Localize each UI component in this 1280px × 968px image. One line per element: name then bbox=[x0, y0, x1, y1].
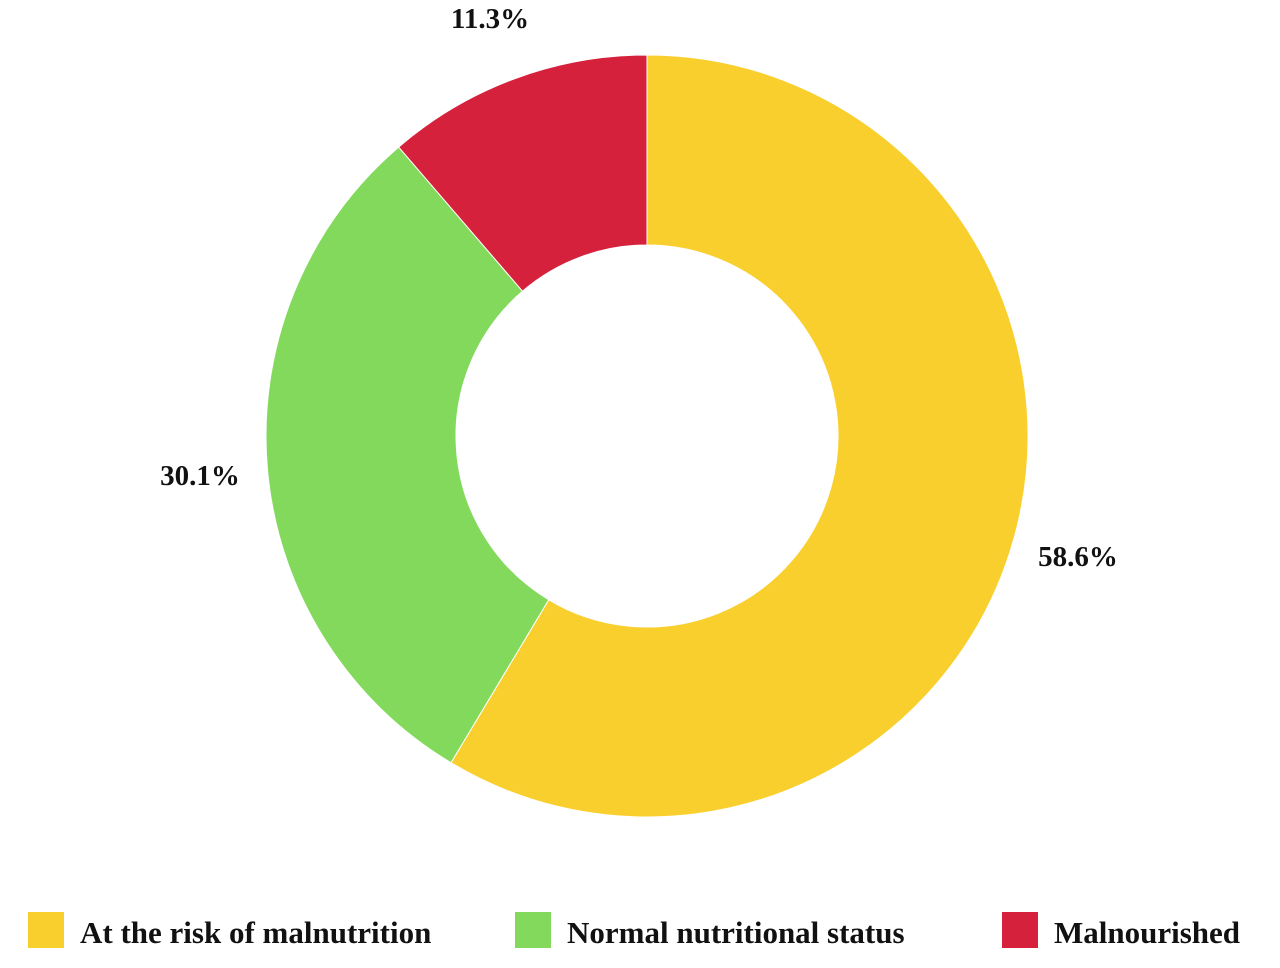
legend: At the risk of malnutrition Normal nutrit… bbox=[28, 912, 1240, 950]
slice-1 bbox=[450, 54, 1029, 818]
slice-2 bbox=[265, 146, 550, 764]
legend-swatch-1 bbox=[28, 912, 64, 948]
legend-label-1: At the risk of malnutrition bbox=[80, 915, 431, 950]
legend-label-2: Normal nutritional status bbox=[567, 915, 905, 950]
legend-label-3: Malnourished bbox=[1054, 915, 1240, 950]
data-label-3: 11.3% bbox=[451, 3, 529, 35]
data-label-1: 58.6% bbox=[1038, 541, 1118, 573]
legend-swatch-2 bbox=[515, 912, 551, 948]
donut-slices bbox=[265, 54, 1029, 818]
data-labels: 58.6% 30.1% 11.3% bbox=[160, 3, 1118, 573]
slice-3 bbox=[397, 54, 648, 292]
data-label-2: 30.1% bbox=[160, 460, 240, 492]
legend-swatch-3 bbox=[1002, 912, 1038, 948]
